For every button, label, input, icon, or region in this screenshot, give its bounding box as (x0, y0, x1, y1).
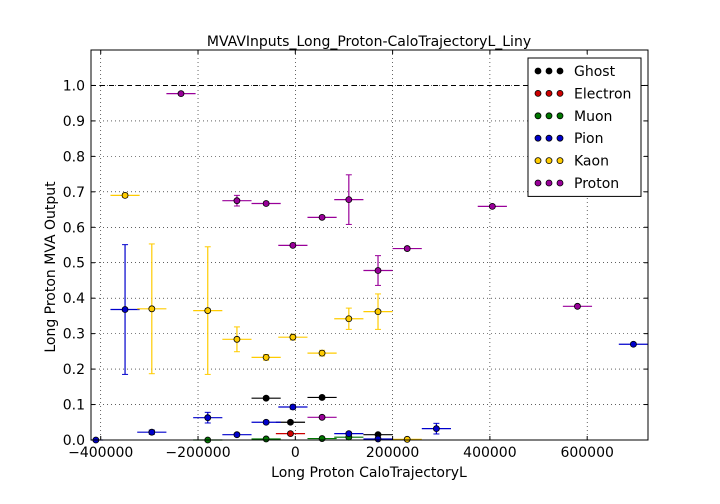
proton-point (262, 200, 270, 207)
legend-marker-proton (556, 179, 564, 187)
y-tick-label: 0.3 (63, 327, 85, 343)
legend-label-electron: Electron (574, 86, 631, 102)
plot-area-frame (90, 49, 649, 441)
proton-point (374, 267, 382, 274)
kaon-point (121, 191, 129, 199)
legend-marker-muon (534, 112, 542, 120)
legend-marker-proton (534, 179, 542, 187)
proton-point (574, 302, 581, 310)
legend-marker-kaon (556, 157, 564, 165)
x-tick-label: 600000 (560, 445, 613, 461)
x-tick-label: 200000 (366, 445, 419, 461)
pion-point (204, 414, 212, 422)
x-tick-label: 400000 (463, 445, 516, 461)
kaon-point (148, 305, 156, 313)
pion-point (345, 430, 353, 438)
muon-point (262, 435, 270, 443)
legend-marker-ghost (545, 67, 553, 75)
legend-marker-ghost (556, 67, 564, 75)
ghost-point (318, 394, 326, 401)
proton-point (233, 197, 241, 205)
legend-label-ghost: Ghost (574, 64, 616, 80)
legend-label-pion: Pion (574, 131, 603, 147)
legend-marker-kaon (545, 157, 553, 165)
legend-marker-electron (556, 90, 564, 97)
y-tick-label: 1.0 (63, 78, 85, 94)
data-points (92, 90, 637, 444)
y-tick-label: 0.9 (63, 114, 85, 130)
proton-point (289, 241, 297, 249)
y-tick-label: 0.5 (63, 256, 85, 272)
proton-point (345, 196, 353, 204)
y-tick-label: 0.2 (63, 362, 85, 378)
axis-ticks: −400000 −200000 0 200000 400000 600000 0.0 0.1 0… (63, 50, 648, 461)
electron-point (287, 430, 294, 438)
legend-box (527, 57, 642, 197)
legend-marker-electron (545, 90, 553, 97)
proton-point (403, 245, 411, 252)
pion-point (432, 425, 440, 433)
y-tick-label: 0.1 (63, 398, 85, 414)
legend-label-proton: Proton (574, 176, 619, 192)
y-tick-label: 0.6 (63, 220, 85, 236)
proton-point (318, 213, 326, 221)
pion-point (121, 306, 129, 313)
legend-marker-pion (556, 134, 564, 142)
x-tick-label: −200000 (165, 445, 230, 461)
pion-point (630, 340, 637, 348)
legend-marker-muon (556, 112, 564, 120)
legend-marker-pion (534, 134, 542, 142)
y-tick-label: 0.8 (63, 149, 85, 165)
chart-title: MVAVInputs_Long_Proton-CaloTrajectoryL_L… (207, 34, 531, 50)
legend-marker-proton (545, 179, 553, 187)
proton-point (318, 413, 326, 421)
kaon-point (374, 308, 382, 316)
kaon-point (204, 307, 212, 314)
legend-marker-ghost (534, 67, 542, 75)
kaon-point (233, 335, 241, 343)
legend-marker-muon (545, 112, 553, 120)
x-axis-label: Long Proton CaloTrajectoryL (271, 465, 467, 481)
legend-marker-pion (545, 134, 553, 142)
pion-point (262, 418, 270, 426)
x-tick-label: 0 (291, 445, 300, 461)
kaon-point (345, 315, 353, 323)
pion-point (289, 403, 297, 411)
kaon-point (403, 435, 411, 443)
muon-point (318, 435, 326, 442)
pion-point (233, 431, 241, 439)
proton-point (488, 202, 496, 210)
legend-label-muon: Muon (574, 109, 612, 125)
kaon-point (289, 333, 297, 341)
legend-marker-kaon (534, 157, 542, 165)
y-tick-label: 0.7 (63, 185, 85, 201)
proton-point (177, 90, 185, 98)
pion-point (148, 428, 156, 436)
y-tick-label: 0.0 (63, 433, 85, 449)
x-tick-label: −400000 (68, 445, 133, 461)
y-tick-label: 0.4 (63, 291, 85, 307)
y-axis-label: Long Proton MVA Output (43, 181, 59, 353)
pion-point (374, 435, 382, 443)
legend-marker-electron (534, 90, 542, 97)
kaon-point (262, 353, 270, 361)
ghost-point (262, 394, 270, 402)
kaon-point (318, 349, 326, 357)
ghost-point (287, 418, 294, 426)
legend-label-kaon: Kaon (574, 154, 609, 170)
legend: Ghost Electron Muon Pion Kaon Proton (527, 57, 642, 197)
